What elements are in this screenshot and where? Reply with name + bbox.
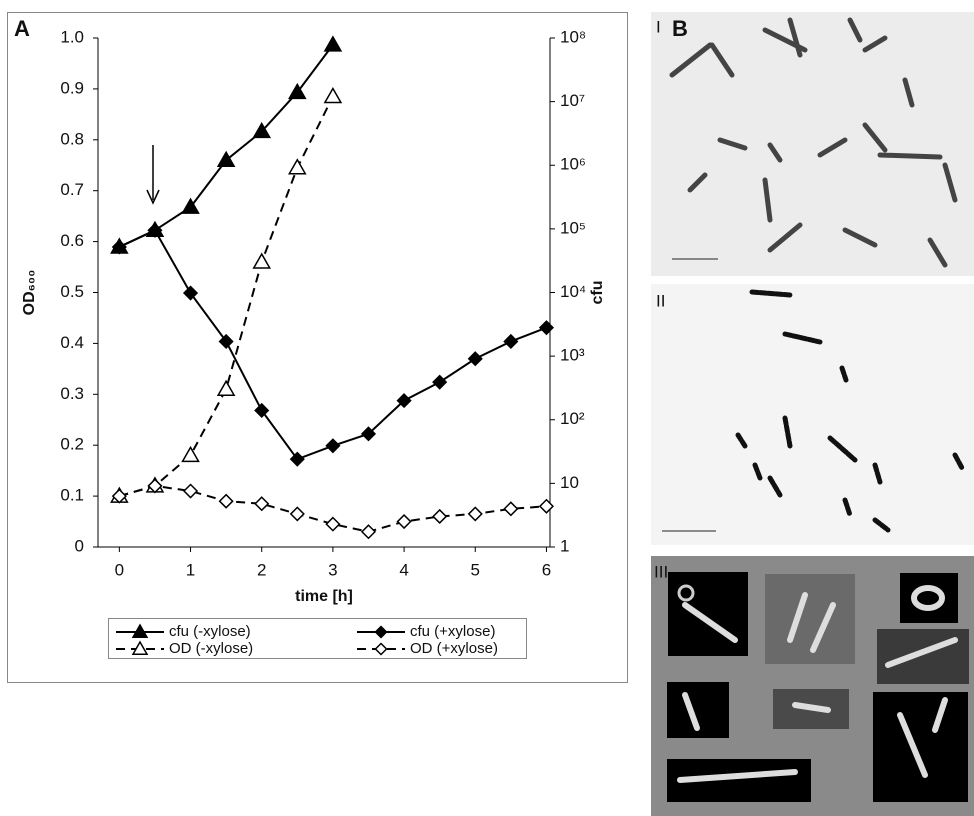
legend-label: cfu (-xylose) [169, 623, 251, 640]
y2-tick-label: 10⁴ [560, 282, 586, 301]
data-point [181, 445, 200, 463]
micrograph [651, 12, 974, 276]
data-point [289, 451, 305, 467]
data-point [252, 121, 272, 139]
data-point [467, 506, 483, 522]
y2-axis-label: cfu [589, 281, 606, 305]
data-point [111, 239, 127, 255]
y2-tick-label: 10⁸ [560, 27, 586, 46]
y2-tick-label: 10 [560, 473, 579, 492]
y2-tick-label: 10² [560, 409, 585, 428]
data-point [289, 506, 305, 522]
y-tick-label: 0.1 [60, 486, 84, 505]
data-point [360, 426, 377, 442]
cells [677, 585, 958, 783]
y-tick-label: 0.2 [60, 435, 84, 454]
cells [735, 289, 965, 533]
y-tick-label: 0.6 [60, 231, 84, 250]
panel-label: III [654, 562, 668, 581]
legend [108, 618, 527, 659]
data-point [218, 493, 234, 509]
micrograph [651, 284, 974, 545]
data-point [252, 252, 272, 269]
x-tick-label: 0 [115, 560, 124, 579]
y-tick-label: 0.9 [60, 78, 84, 97]
data-point [181, 197, 200, 214]
x-tick-label: 2 [257, 560, 266, 579]
y2-tick-label: 1 [560, 536, 569, 555]
panel-label: I [656, 17, 661, 36]
panel-label: II [656, 291, 665, 310]
legend-marker [131, 623, 149, 638]
data-point [254, 402, 270, 419]
y-tick-label: 0.5 [60, 282, 84, 301]
data-point [288, 82, 307, 100]
data-point [182, 483, 199, 499]
legend-marker [131, 640, 149, 655]
data-point [147, 222, 163, 238]
data-point [396, 513, 412, 530]
data-point [254, 496, 270, 512]
y-tick-label: 0.4 [60, 333, 84, 352]
data-point [111, 488, 127, 504]
data-point [503, 501, 519, 517]
x-tick-label: 3 [328, 560, 337, 579]
data-point [288, 158, 307, 175]
data-point [323, 87, 343, 104]
x-axis-label: time [h] [295, 588, 353, 605]
data-point [432, 374, 448, 390]
y2-tick-label: 10³ [560, 346, 585, 365]
x-tick-label: 4 [399, 560, 408, 579]
data-point [503, 333, 519, 350]
data-point [325, 438, 341, 454]
data-point [325, 516, 341, 532]
panel-label: B [672, 16, 688, 41]
legend-marker [374, 642, 388, 656]
y-tick-label: 0 [75, 536, 84, 555]
data-point [538, 320, 555, 336]
panel-label: A [14, 16, 30, 41]
y-axis-label: OD₆₀₀ [21, 270, 38, 316]
legend-label: cfu (+xylose) [410, 623, 495, 640]
y2-tick-label: 10⁶ [560, 155, 586, 174]
y2-tick-label: 10⁷ [560, 91, 585, 110]
x-tick-label: 1 [186, 560, 195, 579]
data-point [182, 285, 199, 301]
y-tick-label: 0.7 [60, 180, 84, 199]
data-point [538, 498, 555, 514]
data-point [147, 478, 163, 494]
data-point [216, 150, 236, 167]
data-point [360, 524, 377, 540]
cells [669, 17, 958, 268]
arrow-head [146, 189, 160, 205]
data-point [432, 508, 448, 525]
data-point [216, 379, 236, 396]
data-point [467, 351, 483, 367]
data-point [323, 35, 343, 52]
data-point [396, 393, 412, 409]
data-point [218, 333, 234, 350]
y-tick-label: 0.8 [60, 129, 84, 148]
chart-frame [7, 12, 628, 683]
x-tick-label: 5 [471, 560, 480, 579]
y-tick-label: 0.3 [60, 384, 84, 403]
legend-label: OD (+xylose) [410, 640, 498, 657]
x-tick-label: 6 [542, 560, 551, 579]
legend-marker [374, 625, 388, 639]
y-tick-label: 1.0 [60, 27, 84, 46]
micrograph-panels: I B II III [651, 12, 974, 816]
insets [667, 572, 969, 802]
y2-tick-label: 10⁵ [560, 218, 586, 237]
legend-label: OD (-xylose) [169, 640, 253, 657]
